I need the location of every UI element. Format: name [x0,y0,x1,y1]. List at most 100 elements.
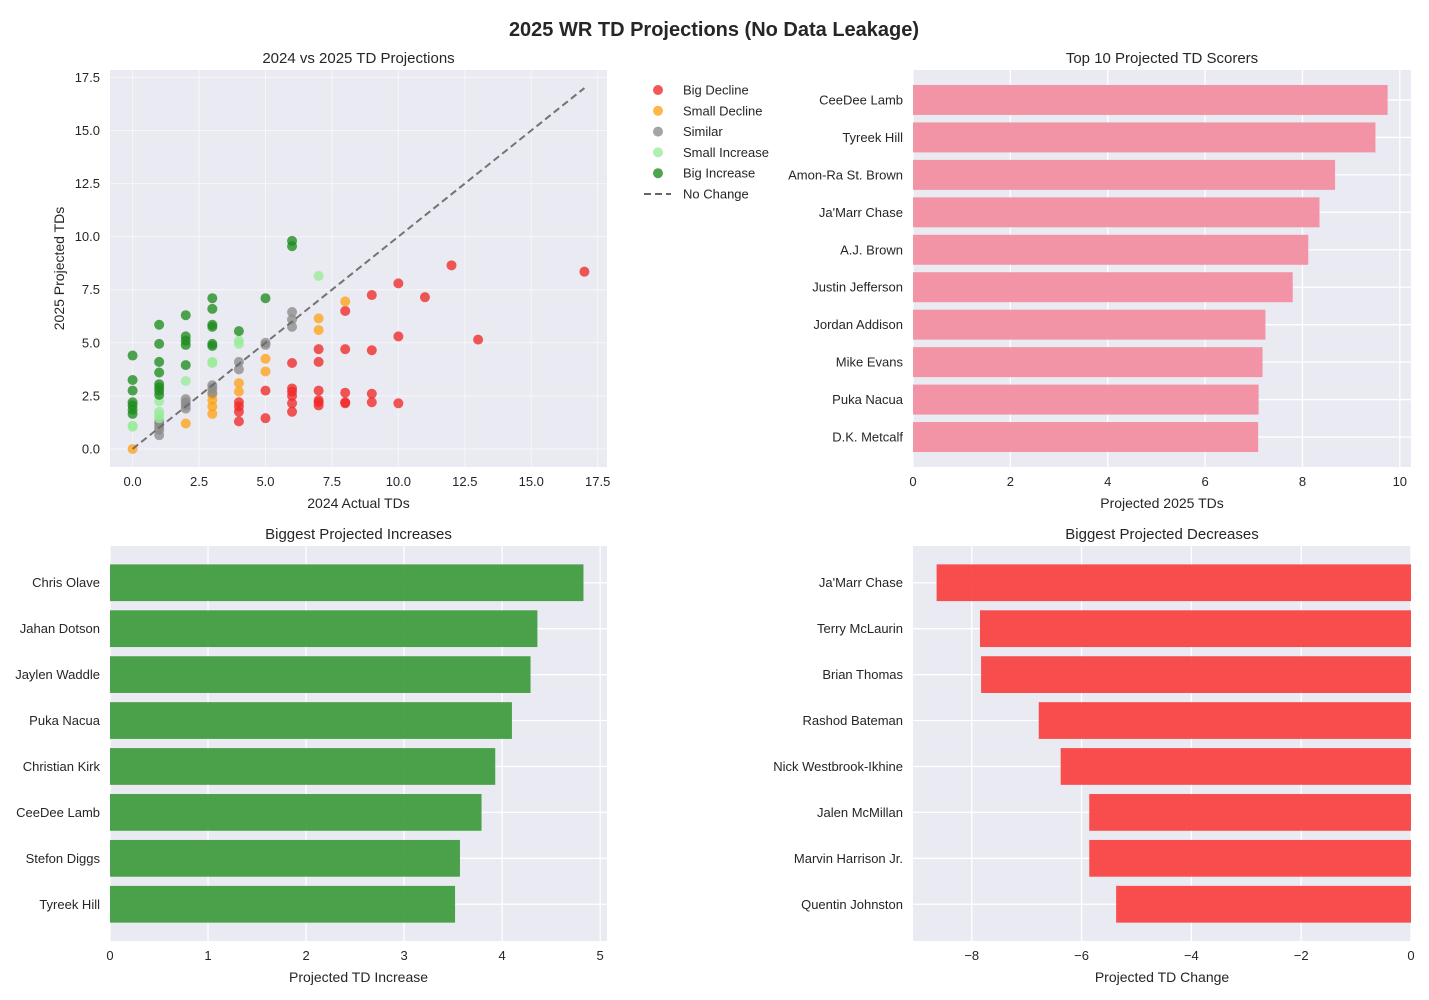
category-label: Stefon Diggs [26,851,101,866]
bar [913,272,1293,303]
x-tick-label: 0 [106,948,113,963]
scatter-point [127,385,138,396]
scatter-point [207,338,218,349]
scatter-point [287,406,298,417]
category-label: Quentin Johnston [801,897,903,912]
legend-label: Big Decline [683,83,749,98]
x-tick-label: 10 [1393,474,1407,489]
scatter-point [260,385,271,396]
category-label: CeeDee Lamb [819,92,903,107]
legend-marker [653,147,663,158]
x-tick-label: 4 [498,948,505,963]
y-tick-label: 7.5 [82,282,100,297]
bar [1116,885,1411,923]
plot-area [110,546,607,941]
legend-marker [653,126,663,137]
category-label: Puka Nacua [832,392,904,407]
scatter-point [446,260,457,271]
scatter-point [233,378,244,389]
y-tick-label: 10.0 [75,229,100,244]
category-label: D.K. Metcalf [832,430,903,445]
y-tick-label: 0.0 [82,441,100,456]
category-label: Amon-Ra St. Brown [788,167,903,182]
x-tick-label: 15.0 [519,474,544,489]
bar [913,347,1263,378]
x-tick-label: −4 [1184,948,1199,963]
legend-label: No Change [683,187,749,202]
x-axis-label: Projected TD Increase [289,969,428,985]
category-label: Jahan Dotson [20,621,100,636]
scatter-point [579,266,590,277]
scatter-point [207,408,218,419]
bar [936,564,1411,602]
category-label: Justin Jefferson [812,280,903,295]
y-tick-label: 12.5 [75,176,100,191]
chart-title: Biggest Projected Decreases [1065,526,1258,543]
x-tick-label: 0.0 [124,474,142,489]
x-tick-label: 17.5 [585,474,610,489]
x-tick-label: 2 [1007,474,1014,489]
x-axis-label: 2024 Actual TDs [307,495,409,511]
category-label: Jalen McMillan [817,805,903,820]
category-label: Ja'Marr Chase [819,575,903,590]
scatter-point [340,397,351,408]
y-tick-label: 5.0 [82,335,100,350]
bar [110,702,512,739]
scatter-point [313,356,324,367]
increases-panel: 0 1 2 3 4 5 Chris Olave Jahan Dotson Jaylen Wadd… [15,526,607,985]
bar [1038,702,1411,739]
category-label: Tyreek Hill [39,897,100,912]
y-tick-label: 15.0 [75,123,100,138]
scatter-point [233,326,244,337]
legend-label: Small Increase [683,145,769,160]
bar [1089,839,1411,877]
scatter-panel: 0.0 2.5 5.0 7.5 10.0 12.5 15.0 17.5 0.0 2.5 5.0 7.5… [51,50,610,511]
scatter-point [260,353,271,364]
bar [913,309,1266,340]
legend-marker [653,105,663,116]
top10-panel: 0 2 4 6 8 10 CeeDee Lamb Tyreek Hill Amon-Ra St.… [788,50,1411,511]
x-tick-label: 2 [302,948,309,963]
x-tick-label: 5 [597,948,604,963]
scatter-point [180,376,191,387]
scatter-point [366,345,377,356]
x-tick-label: −2 [1294,948,1309,963]
category-label: Puka Nacua [29,713,101,728]
scatter-point [180,394,191,405]
bar [1060,748,1411,785]
y-tick-label: 2.5 [82,388,100,403]
x-tick-label: 6 [1201,474,1208,489]
bar [913,84,1388,115]
category-label: Chris Olave [32,575,100,590]
legend-label: Similar [683,124,723,139]
x-tick-label: 3 [400,948,407,963]
bar [110,748,496,785]
bar [981,656,1411,693]
x-axis-label: Projected 2025 TDs [1100,495,1223,511]
legend-label: Small Decline [683,103,762,118]
scatter-point [393,278,404,289]
bar [110,610,538,648]
x-tick-label: −8 [964,948,979,963]
x-tick-label: 0 [1407,948,1414,963]
bar [913,159,1336,190]
bar [110,656,531,693]
bar [913,422,1259,453]
scatter-point [260,366,271,377]
no-change-line [131,87,586,450]
scatter-point [287,398,298,409]
scatter-legend: Big Decline Small Decline Similar Small Inc… [644,83,769,202]
scatter-point [154,367,165,378]
scatter-point [260,413,271,424]
category-label: Marvin Harrison Jr. [794,851,903,866]
scatter-point [287,357,298,368]
category-label: Jordan Addison [813,317,903,332]
scatter-point [180,310,191,321]
bar [979,610,1411,648]
category-label: Terry McLaurin [817,621,903,636]
scatter-point [233,335,244,346]
x-tick-label: −6 [1074,948,1089,963]
bar [913,122,1376,153]
scatter-point [313,385,324,396]
scatter-point [180,360,191,371]
